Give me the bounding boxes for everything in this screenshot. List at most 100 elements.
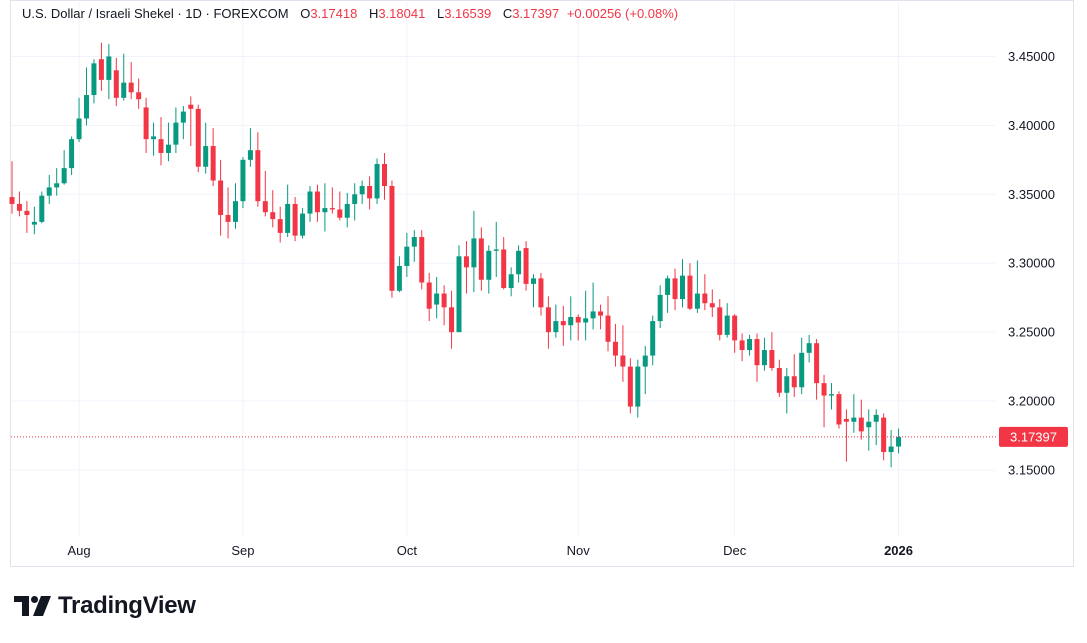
open-label: O <box>300 6 311 21</box>
candle-body <box>188 104 194 109</box>
high-value: 3.18041 <box>378 6 426 21</box>
last-price-label: 3.17397 <box>1010 429 1057 444</box>
candle-body <box>389 186 395 291</box>
candle-body <box>322 208 328 213</box>
candle-body <box>9 197 15 204</box>
candle-body <box>314 191 320 213</box>
candle-body <box>501 249 507 289</box>
candle-body <box>851 417 857 422</box>
x-tick-label: Dec <box>723 543 747 558</box>
candle-body <box>374 163 380 199</box>
candle-body <box>657 294 663 322</box>
candle-body <box>732 315 738 341</box>
candle-body <box>531 278 536 284</box>
candle-body <box>761 350 767 366</box>
candle-body <box>843 418 849 422</box>
x-tick-label: 2026 <box>884 543 913 558</box>
candle-body <box>635 366 641 407</box>
close-label: C <box>502 6 513 21</box>
candle-body <box>270 212 276 220</box>
candle-body <box>195 108 201 167</box>
candle-body <box>165 144 171 153</box>
axis-layer: 3.45000 3.40000 3.35000 3.30000 3.25000 3.200… <box>11 49 1068 558</box>
y-tick-label: 3.35000 <box>1008 187 1055 202</box>
candle-body <box>560 321 566 326</box>
candle-body <box>814 343 820 384</box>
candle-body <box>136 92 142 100</box>
candle-body <box>739 340 745 351</box>
y-tick-label: 3.45000 <box>1008 49 1055 64</box>
candle-body <box>694 293 700 309</box>
candle-body <box>776 367 782 393</box>
y-tick-label: 3.25000 <box>1008 325 1055 340</box>
candle-body <box>31 221 37 225</box>
candle-body <box>858 417 864 432</box>
candle-body <box>352 194 358 204</box>
candle-body <box>553 321 559 333</box>
candle-body <box>612 341 618 356</box>
candle-body <box>680 275 685 300</box>
candle-body <box>471 238 477 268</box>
candle-body <box>91 63 97 96</box>
candle-body <box>300 213 306 236</box>
candle-body <box>233 201 238 222</box>
tradingview-watermark[interactable]: TradingView <box>14 592 196 620</box>
candle-body <box>769 350 775 368</box>
high-label: H <box>368 6 379 21</box>
candle-body <box>873 414 879 422</box>
candle-body <box>642 355 648 367</box>
candle-body <box>285 203 291 233</box>
symbol-title[interactable]: U.S. Dollar / Israeli Shekel · 1D · FORE… <box>22 6 289 21</box>
candle-body <box>598 311 604 316</box>
candle-body <box>337 209 343 218</box>
candle-body <box>173 122 179 145</box>
x-tick-label: Sep <box>231 543 254 558</box>
x-tick-label: Oct <box>397 543 418 558</box>
candle-body <box>449 307 455 333</box>
candle-body <box>493 249 499 251</box>
candle-body <box>605 315 611 342</box>
candle-body <box>784 376 790 393</box>
candle-body <box>143 107 149 140</box>
low-value: 3.16539 <box>444 6 492 21</box>
candle-body <box>791 376 797 388</box>
candle-body <box>709 303 715 308</box>
candle-body <box>24 210 30 215</box>
y-tick-label: 3.20000 <box>1008 394 1055 409</box>
y-tick-label: 3.30000 <box>1008 256 1055 271</box>
candle-body <box>478 238 484 280</box>
tradingview-logo-icon <box>14 596 51 616</box>
candle-body <box>836 394 842 425</box>
candle-body <box>806 343 812 353</box>
candle-body <box>702 293 708 304</box>
candle-body <box>665 278 671 295</box>
candle-body <box>545 307 551 333</box>
candle-body <box>896 436 902 447</box>
candle-body <box>382 163 387 187</box>
candle-body <box>292 203 298 236</box>
candle-body <box>84 95 89 119</box>
chart-area[interactable]: 3.45000 3.40000 3.35000 3.30000 3.25000 3.200… <box>0 0 1087 567</box>
candle-body <box>754 339 760 366</box>
candle-body <box>650 321 656 356</box>
candle-body <box>590 311 596 319</box>
candle-body <box>404 246 410 266</box>
candle-body <box>277 219 283 233</box>
candle-body <box>523 248 529 284</box>
candle-body <box>672 278 678 300</box>
candle-body <box>225 214 231 222</box>
candle-body <box>866 421 872 428</box>
candle-body <box>411 237 417 247</box>
last-price-tag <box>999 426 1068 447</box>
candle-body <box>54 183 60 188</box>
candle-body <box>16 203 22 211</box>
candle-body <box>46 187 52 196</box>
candle-body <box>463 256 469 268</box>
x-tick-label: Aug <box>67 543 90 558</box>
candle-body <box>69 139 75 169</box>
candle-body <box>821 383 827 396</box>
close-value: 3.17397 <box>512 6 560 21</box>
candle-body <box>255 150 261 202</box>
candle-body <box>568 316 574 326</box>
low-label: L <box>436 6 445 21</box>
